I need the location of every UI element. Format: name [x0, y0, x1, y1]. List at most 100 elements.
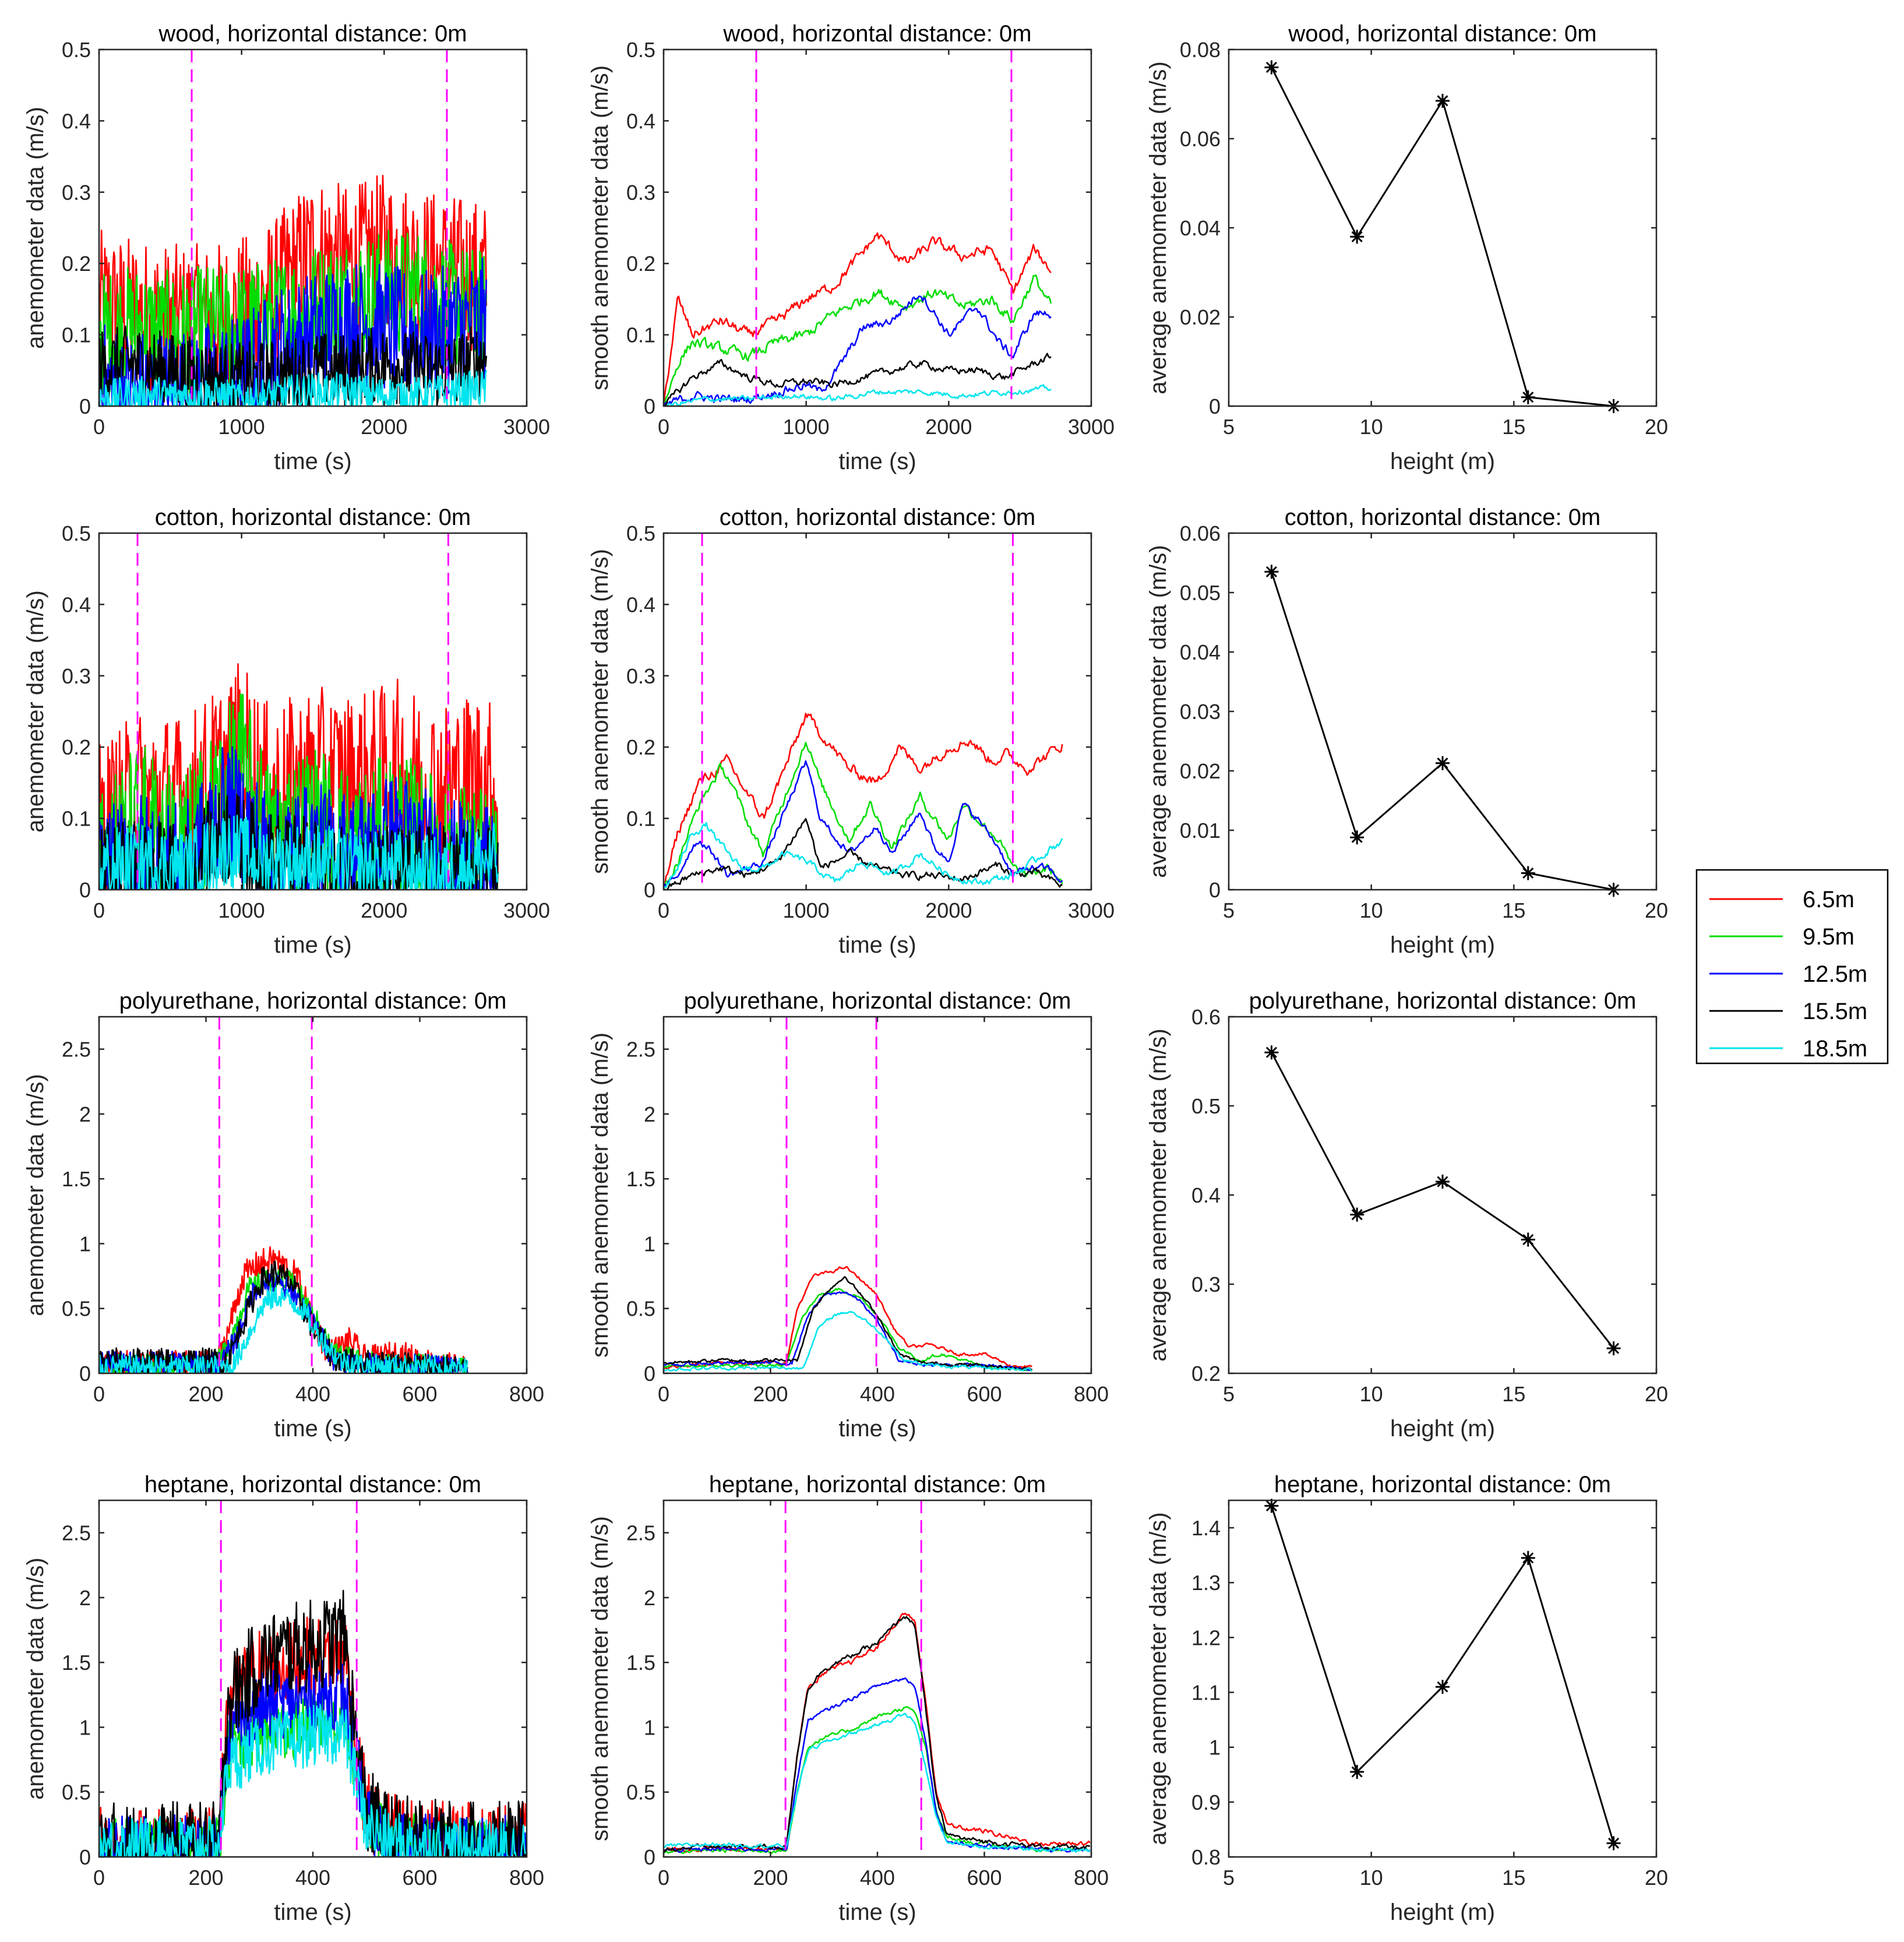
- x-tick-label: 3000: [1068, 898, 1115, 922]
- x-tick-label: 400: [295, 1382, 330, 1406]
- x-tick-label: 1000: [783, 415, 830, 439]
- subplot-average-row2: 5 10 15 20 0.2 0.3 0.4 0.5 0.6 polyurethane, hori…: [1145, 988, 1668, 1441]
- y-tick-label: 0.2: [62, 735, 91, 759]
- y-tick-label: 0.4: [62, 109, 91, 133]
- series-line-18-5m: [99, 1287, 468, 1373]
- y-tick-label: 1: [1209, 1736, 1221, 1760]
- subplot-average-row0: 5 10 15 20 0 0.02 0.04 0.06 0.08 wood, horizontal…: [1145, 21, 1668, 474]
- x-tick-label: 800: [509, 1382, 544, 1406]
- chart-title: wood, horizontal distance: 0m: [158, 21, 467, 47]
- data-point-marker: [1264, 1499, 1279, 1513]
- legend-label: 6.5m: [1803, 887, 1854, 912]
- y-tick-label: 0: [644, 1362, 655, 1386]
- y-tick-label: 0.4: [62, 593, 91, 616]
- chart-title: cotton, horizontal distance: 0m: [1285, 505, 1601, 530]
- x-tick-label: 10: [1360, 898, 1383, 922]
- y-tick-label: 1: [644, 1232, 655, 1256]
- series-layer: [99, 175, 488, 406]
- legend-label: 15.5m: [1803, 999, 1867, 1024]
- y-tick-label: 0.4: [1191, 1183, 1221, 1207]
- x-tick-label: 5: [1223, 1866, 1235, 1890]
- x-axis-label: height (m): [1390, 1899, 1495, 1925]
- y-tick-label: 1.3: [1191, 1571, 1221, 1595]
- x-tick-label: 0: [93, 1382, 105, 1406]
- axes-box: [98, 532, 528, 891]
- x-tick-label: 0: [658, 1382, 669, 1406]
- axes-box: [662, 532, 1092, 891]
- data-point-marker: [1350, 830, 1364, 845]
- x-tick-label: 15: [1502, 415, 1525, 439]
- data-point-marker: [1436, 756, 1450, 770]
- chart-title: wood, horizontal distance: 0m: [722, 21, 1031, 47]
- series-layer: [99, 1246, 468, 1373]
- y-tick-label: 0: [79, 878, 91, 902]
- x-tick-label: 200: [188, 1382, 223, 1406]
- series-layer: [664, 1612, 1091, 1854]
- x-tick-label: 600: [967, 1866, 1002, 1890]
- x-tick-label: 10: [1360, 1382, 1383, 1406]
- y-tick-label: 0: [644, 394, 655, 418]
- x-tick-label: 1000: [783, 898, 830, 922]
- y-tick-label: 0.5: [62, 1297, 91, 1321]
- x-tick-label: 2000: [925, 898, 972, 922]
- series-layer: [664, 232, 1052, 406]
- x-tick-label: 0: [658, 898, 669, 922]
- y-tick-label: 0.02: [1180, 759, 1221, 783]
- y-axis-label: average anemometer data (m/s): [1145, 61, 1171, 394]
- legend-label: 18.5m: [1803, 1036, 1867, 1062]
- x-axis-label: height (m): [1390, 1416, 1495, 1441]
- y-axis-label: anemometer data (m/s): [23, 107, 48, 349]
- data-point-marker: [1521, 1550, 1535, 1565]
- y-axis-label: average anemometer data (m/s): [1145, 545, 1171, 877]
- data-point-marker: [1606, 1836, 1621, 1851]
- y-tick-label: 2.5: [62, 1521, 91, 1545]
- chart-title: cotton, horizontal distance: 0m: [720, 505, 1036, 530]
- y-tick-label: 0.5: [626, 38, 655, 62]
- y-tick-label: 1.5: [626, 1167, 655, 1191]
- y-tick-label: 0.4: [626, 109, 655, 133]
- y-tick-label: 1.5: [62, 1167, 91, 1191]
- legend-item: 9.5m: [1709, 924, 1854, 950]
- series-layer: [664, 713, 1063, 890]
- series-line-12-5m: [664, 295, 1052, 406]
- x-tick-label: 400: [295, 1866, 330, 1890]
- y-tick-label: 0.06: [1180, 127, 1221, 151]
- x-tick-label: 0: [93, 898, 105, 922]
- plot-area: [1229, 1017, 1656, 1373]
- y-tick-label: 0.1: [62, 807, 91, 831]
- x-tick-label: 600: [967, 1382, 1002, 1406]
- y-tick-label: 2.5: [626, 1038, 655, 1062]
- x-tick-label: 2000: [361, 898, 407, 922]
- y-tick-label: 1: [79, 1715, 91, 1739]
- x-tick-label: 20: [1645, 1382, 1668, 1406]
- data-point-marker: [1436, 93, 1450, 108]
- series-line-18-5m: [99, 1704, 527, 1857]
- x-tick-label: 1000: [218, 415, 265, 439]
- x-tick-label: 0: [93, 415, 105, 439]
- chart-title: cotton, horizontal distance: 0m: [155, 505, 471, 530]
- y-tick-label: 1.2: [1191, 1626, 1221, 1650]
- x-tick-label: 20: [1645, 1866, 1668, 1890]
- y-tick-label: 0.5: [626, 1297, 655, 1321]
- y-tick-label: 0: [1209, 394, 1221, 418]
- x-tick-label: 400: [860, 1382, 895, 1406]
- data-point-marker: [1436, 1175, 1450, 1189]
- chart-title: wood, horizontal distance: 0m: [1288, 21, 1596, 47]
- y-tick-label: 0.2: [626, 735, 655, 759]
- x-tick-label: 200: [753, 1382, 788, 1406]
- y-tick-label: 0.1: [62, 323, 91, 347]
- y-tick-label: 0: [79, 394, 91, 418]
- y-tick-label: 0.02: [1180, 305, 1221, 329]
- x-tick-label: 800: [509, 1866, 544, 1890]
- series-layer: [99, 663, 499, 890]
- subplot-raw-row2: 0 200 400 600 800 0 0.5 1 1.5 2 2.5 polyurethane, h…: [23, 988, 544, 1441]
- data-point-marker: [1350, 1207, 1364, 1222]
- x-tick-label: 1000: [218, 898, 265, 922]
- data-point-marker: [1350, 1765, 1364, 1779]
- subplot-raw-row1: 0 1000 2000 3000 0 0.1 0.2 0.3 0.4 0.5 cotton, hor…: [23, 505, 550, 958]
- subplot-smooth-row3: 0 200 400 600 800 0 0.5 1 1.5 2 2.5 heptane, horizo…: [587, 1472, 1109, 1925]
- x-tick-label: 0: [658, 415, 669, 439]
- chart-title: heptane, horizontal distance: 0m: [709, 1472, 1046, 1497]
- y-tick-label: 0.5: [62, 1781, 91, 1804]
- plot-area: [664, 533, 1091, 890]
